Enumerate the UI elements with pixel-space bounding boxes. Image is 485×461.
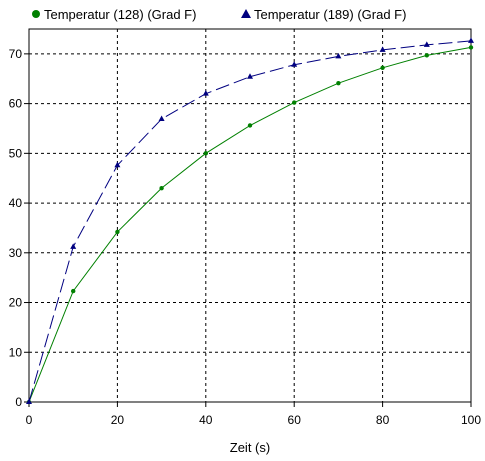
data-point [292,100,297,105]
data-point [247,73,253,79]
y-tick-label: 60 [9,97,23,111]
data-point [71,288,76,294]
data-point [202,90,209,96]
x-tick-label: 20 [111,413,125,427]
series-2 [26,37,474,404]
x-tick-label: 80 [376,413,390,427]
data-point [423,41,430,47]
y-tick-label: 10 [9,345,23,359]
data-point [424,53,429,58]
series-line [28,46,472,403]
grid-lines [29,29,471,402]
data-point [203,151,208,156]
legend-item-1: Temperatur (128) (Grad F) [32,7,196,22]
data-point [379,46,386,52]
legend-label: Temperatur (189) (Grad F) [254,7,406,22]
data-point [336,81,341,86]
data-point [468,45,474,50]
plot-area [28,28,472,403]
legend-item-2: Temperatur (189) (Grad F) [241,7,406,22]
data-point [70,243,77,249]
series-1 [26,45,474,405]
data-point [115,229,120,235]
legend-marker [32,10,40,18]
legend-marker [241,9,251,18]
data-point [247,123,253,128]
x-tick-label: 0 [26,413,33,427]
legend-label: Temperatur (128) (Grad F) [44,7,196,22]
x-tick-label: 40 [199,413,213,427]
series-layer [26,37,474,405]
legend: Temperatur (128) (Grad F) Temperatur (189… [32,7,406,22]
series-line [28,40,472,403]
y-tick-label: 50 [9,146,23,160]
data-point [159,185,164,191]
data-point [114,161,121,168]
data-point [158,115,165,122]
y-tick-label: 0 [15,395,22,409]
data-point [26,398,32,404]
data-point [291,61,298,67]
x-tick-label: 60 [288,413,302,427]
data-point [468,37,474,43]
y-tick-label: 20 [9,296,23,310]
x-tick-label: 100 [461,413,481,427]
y-tick-label: 40 [9,196,23,210]
data-point [380,65,385,70]
y-tick-label: 30 [9,246,23,260]
data-point [335,52,342,59]
x-axis-title: Zeit (s) [230,440,270,455]
y-tick-label: 70 [9,47,23,61]
